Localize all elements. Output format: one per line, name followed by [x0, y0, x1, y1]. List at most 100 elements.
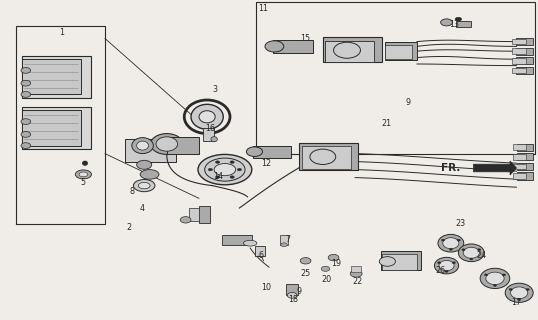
Ellipse shape: [441, 19, 452, 26]
Bar: [385, 43, 417, 60]
Ellipse shape: [455, 17, 462, 21]
Ellipse shape: [300, 258, 311, 264]
Text: 10: 10: [261, 284, 271, 292]
Text: FR.: FR.: [441, 163, 461, 173]
Ellipse shape: [509, 289, 512, 291]
Ellipse shape: [191, 104, 223, 129]
Ellipse shape: [281, 243, 287, 247]
Bar: [512, 39, 526, 44]
Bar: [273, 40, 313, 53]
Bar: [125, 139, 176, 162]
Bar: [517, 153, 533, 160]
Bar: [380, 251, 421, 270]
Text: 2: 2: [126, 223, 132, 232]
Text: 17: 17: [512, 298, 521, 307]
Ellipse shape: [21, 143, 31, 148]
Ellipse shape: [480, 268, 510, 289]
Ellipse shape: [199, 111, 215, 123]
Text: 15: 15: [301, 34, 310, 43]
Ellipse shape: [526, 289, 529, 291]
Bar: [222, 235, 251, 245]
Ellipse shape: [350, 270, 362, 277]
Text: 25: 25: [300, 269, 311, 278]
Bar: [512, 58, 526, 64]
Ellipse shape: [21, 92, 31, 97]
Ellipse shape: [452, 262, 456, 264]
Polygon shape: [473, 161, 516, 175]
Text: 22: 22: [352, 277, 363, 286]
Text: 5: 5: [81, 178, 86, 187]
Ellipse shape: [132, 138, 153, 154]
Bar: [325, 41, 374, 61]
Text: 3: 3: [213, 85, 218, 94]
Ellipse shape: [287, 292, 297, 298]
Ellipse shape: [204, 158, 245, 181]
Ellipse shape: [230, 176, 234, 178]
Bar: [516, 48, 533, 55]
Bar: [323, 37, 382, 62]
Text: 13: 13: [450, 20, 459, 28]
Text: 20: 20: [321, 276, 331, 284]
Ellipse shape: [180, 217, 191, 223]
Bar: [512, 48, 526, 54]
Ellipse shape: [140, 170, 159, 179]
Text: 16: 16: [205, 124, 215, 132]
Text: 24: 24: [477, 252, 486, 260]
Bar: [516, 57, 533, 64]
Text: 1: 1: [59, 28, 65, 36]
Bar: [280, 235, 288, 245]
Text: 8: 8: [129, 188, 134, 196]
Ellipse shape: [437, 262, 441, 264]
Bar: [189, 208, 199, 221]
Bar: [456, 21, 471, 27]
Ellipse shape: [237, 168, 242, 171]
Bar: [199, 206, 210, 223]
Ellipse shape: [79, 172, 88, 177]
Bar: [513, 144, 527, 150]
Ellipse shape: [443, 238, 459, 249]
Ellipse shape: [321, 266, 330, 271]
Ellipse shape: [133, 180, 155, 192]
Bar: [513, 173, 527, 179]
Ellipse shape: [486, 272, 504, 285]
Bar: [22, 59, 81, 94]
Ellipse shape: [505, 283, 533, 302]
Ellipse shape: [434, 257, 458, 274]
Text: 9: 9: [405, 98, 410, 107]
Bar: [385, 44, 412, 59]
Ellipse shape: [156, 137, 178, 151]
Ellipse shape: [334, 42, 360, 58]
Bar: [286, 284, 298, 295]
Bar: [167, 137, 199, 155]
Bar: [253, 146, 291, 158]
Ellipse shape: [441, 239, 444, 241]
Ellipse shape: [21, 68, 31, 73]
Ellipse shape: [151, 134, 183, 155]
Ellipse shape: [328, 254, 339, 261]
Ellipse shape: [518, 299, 521, 300]
Ellipse shape: [82, 161, 88, 165]
Text: 26: 26: [435, 266, 445, 275]
Ellipse shape: [457, 239, 461, 241]
Ellipse shape: [449, 248, 452, 250]
Text: 6: 6: [258, 252, 264, 260]
Bar: [302, 146, 351, 169]
Ellipse shape: [379, 257, 395, 266]
Ellipse shape: [265, 41, 284, 52]
Bar: [516, 67, 533, 74]
Ellipse shape: [463, 247, 479, 258]
Text: 19: 19: [331, 260, 341, 268]
Text: 21: 21: [381, 119, 391, 128]
Ellipse shape: [214, 164, 236, 176]
Bar: [512, 68, 526, 73]
Text: 9: 9: [296, 287, 301, 296]
Ellipse shape: [21, 132, 31, 137]
Ellipse shape: [470, 258, 473, 260]
Ellipse shape: [21, 80, 31, 86]
Bar: [299, 143, 358, 170]
Text: 12: 12: [261, 159, 271, 168]
Ellipse shape: [462, 249, 465, 251]
Bar: [513, 164, 527, 169]
Bar: [517, 163, 533, 170]
Text: 7: 7: [285, 236, 291, 244]
